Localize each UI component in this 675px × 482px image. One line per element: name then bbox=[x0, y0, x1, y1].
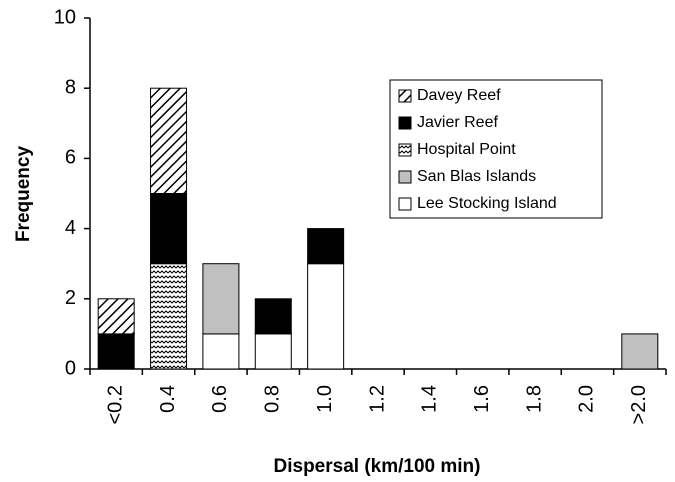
legend-label: San Blas Islands bbox=[417, 168, 536, 185]
y-tick-label: 10 bbox=[54, 6, 76, 28]
legend-swatch bbox=[398, 170, 412, 184]
x-tick-label: 1.4 bbox=[419, 385, 441, 413]
x-tick-label: 1.8 bbox=[523, 385, 545, 413]
bar-segment bbox=[150, 193, 188, 265]
bar-segment bbox=[307, 263, 345, 370]
legend-label: Lee Stocking Island bbox=[417, 195, 557, 212]
bar-segment bbox=[150, 87, 188, 194]
legend-swatch bbox=[398, 143, 412, 157]
x-tick-label: 1.2 bbox=[366, 385, 388, 413]
x-tick-label: >2.0 bbox=[628, 385, 650, 424]
y-tick-label: 6 bbox=[65, 147, 76, 169]
x-tick-label: 1.0 bbox=[314, 385, 336, 413]
x-tick-label: 0.6 bbox=[209, 385, 231, 413]
bar-segment bbox=[150, 263, 188, 370]
legend-label: Hospital Point bbox=[417, 141, 516, 158]
y-tick-label: 2 bbox=[65, 287, 76, 309]
x-tick-label: 0.4 bbox=[157, 385, 179, 413]
legend-swatch bbox=[398, 116, 412, 130]
legend-swatch bbox=[398, 89, 412, 103]
bar-segment bbox=[97, 298, 135, 335]
bar-segment bbox=[621, 333, 659, 370]
x-tick-label: 0.8 bbox=[262, 385, 284, 413]
x-tick-label: 2.0 bbox=[576, 385, 598, 413]
bar-segment bbox=[202, 333, 240, 370]
bar-segment bbox=[202, 263, 240, 335]
legend-label: Davey Reef bbox=[417, 87, 501, 104]
y-tick-label: 8 bbox=[65, 76, 76, 98]
legend-box bbox=[389, 79, 603, 219]
bar-segment bbox=[254, 298, 292, 335]
bar-segment bbox=[307, 228, 345, 265]
legend: Davey Reef Javier Reef Hospital Point San B… bbox=[389, 79, 603, 219]
x-axis-title: Dispersal (km/100 min) bbox=[274, 456, 481, 477]
bar-segment bbox=[254, 333, 292, 370]
bar-segment bbox=[97, 333, 135, 370]
y-tick-label: 0 bbox=[65, 357, 76, 379]
y-tick-label: 4 bbox=[65, 217, 76, 239]
y-axis-title: Frequency bbox=[13, 146, 34, 243]
x-tick-label: 1.6 bbox=[471, 385, 493, 413]
x-tick-label: <0.2 bbox=[104, 385, 126, 424]
legend-label: Javier Reef bbox=[417, 114, 498, 131]
legend-swatch bbox=[398, 197, 412, 211]
